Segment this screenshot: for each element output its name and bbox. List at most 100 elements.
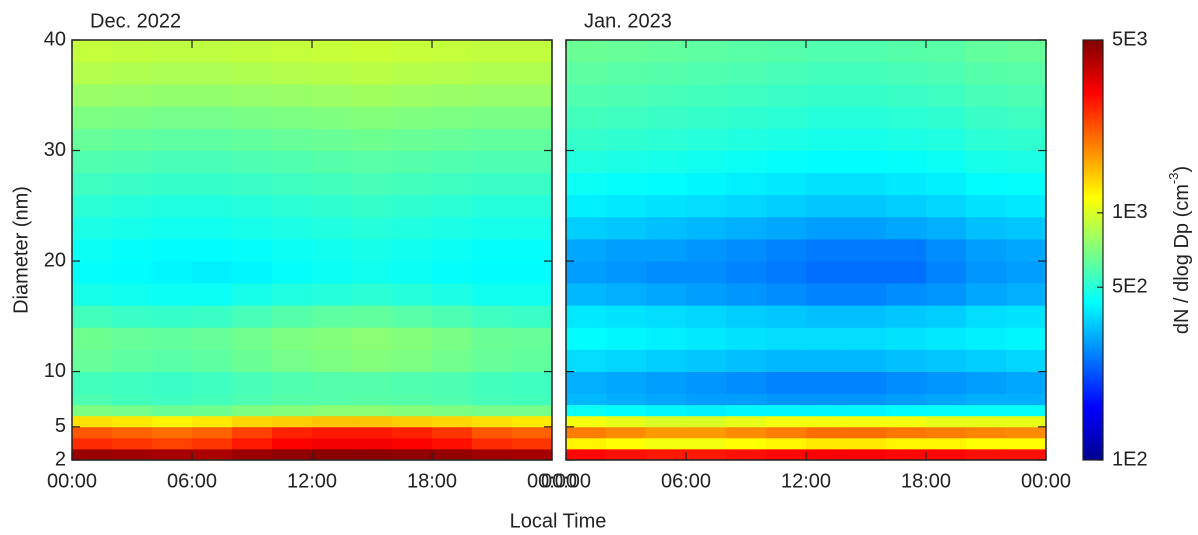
- heatmap-cell: [512, 40, 553, 63]
- heatmap-cell: [766, 216, 807, 240]
- heatmap-cell: [352, 172, 393, 196]
- heatmap-cell: [646, 305, 687, 328]
- heatmap-cell: [512, 194, 553, 218]
- heatmap-cell: [472, 283, 513, 306]
- heatmap-cell: [432, 106, 473, 129]
- heatmap-cell: [846, 393, 887, 406]
- heatmap-cell: [512, 128, 553, 151]
- heatmap-cell: [566, 327, 607, 350]
- heatmap-cell: [392, 194, 433, 218]
- heatmap-cell: [686, 172, 727, 196]
- colorbar-tick-label: 5E2: [1112, 275, 1148, 297]
- heatmap-cell: [192, 371, 233, 395]
- heatmap-cell: [766, 349, 807, 372]
- heatmap-cell: [926, 128, 967, 151]
- heatmap-cell: [646, 261, 687, 284]
- heatmap-cell: [846, 84, 887, 107]
- heatmap-cell: [152, 349, 193, 372]
- heatmap-cell: [232, 283, 273, 306]
- heatmap-cell: [232, 404, 273, 417]
- heatmap-cell: [806, 150, 847, 174]
- heatmap-cell: [686, 415, 727, 428]
- heatmap-cell: [152, 84, 193, 107]
- heatmap-cell: [152, 106, 193, 129]
- heatmap-cell: [112, 327, 153, 350]
- heatmap-cell: [112, 371, 153, 395]
- x-tick-label: 00:00: [541, 470, 591, 492]
- heatmap-cell: [766, 172, 807, 196]
- heatmap-cell: [806, 371, 847, 395]
- heatmap-cell: [886, 172, 927, 196]
- y-tick-label: 2: [55, 448, 66, 470]
- heatmap-cell: [966, 415, 1007, 428]
- heatmap-cell: [312, 404, 353, 417]
- heatmap-cell: [112, 150, 153, 174]
- heatmap-cell: [606, 393, 647, 406]
- heatmap-cell: [352, 128, 393, 151]
- heatmap-cell: [926, 393, 967, 406]
- heatmap-cell: [152, 415, 193, 428]
- y-tick-label: 10: [44, 360, 66, 382]
- heatmap-cell: [726, 305, 767, 328]
- heatmap-cell: [352, 84, 393, 107]
- heatmap-cell: [432, 448, 473, 461]
- heatmap-cell: [806, 283, 847, 306]
- heatmap-cell: [312, 84, 353, 107]
- x-tick-label: 00:00: [47, 470, 97, 492]
- heatmap-cell: [232, 150, 273, 174]
- heatmap-cell: [806, 216, 847, 240]
- heatmap-cell: [606, 448, 647, 461]
- heatmap-cell: [886, 62, 927, 85]
- heatmap-cell: [352, 404, 393, 417]
- heatmap-cell: [806, 437, 847, 450]
- heatmap-cell: [846, 371, 887, 395]
- heatmap-cell: [152, 426, 193, 439]
- heatmap-cell: [392, 393, 433, 406]
- heatmap-cell: [352, 150, 393, 174]
- heatmap-cell: [392, 437, 433, 450]
- heatmap-cell: [392, 327, 433, 350]
- heatmap-cell: [192, 305, 233, 328]
- heatmap-cell: [192, 448, 233, 461]
- heatmap-cell: [966, 327, 1007, 350]
- heatmap-cell: [766, 106, 807, 129]
- heatmap-cell: [432, 305, 473, 328]
- heatmap-cell: [432, 437, 473, 450]
- heatmap-cell: [1006, 172, 1047, 196]
- heatmap-cell: [1006, 327, 1047, 350]
- heatmap-cell: [232, 371, 273, 395]
- heatmap-cell: [72, 371, 113, 395]
- heatmap-cell: [886, 261, 927, 284]
- heatmap-cell: [152, 128, 193, 151]
- heatmap-cell: [392, 40, 433, 63]
- heatmap-cell: [646, 172, 687, 196]
- heatmap-cell: [686, 84, 727, 107]
- heatmap-cell: [766, 448, 807, 461]
- heatmap-cell: [512, 283, 553, 306]
- heatmap-cell: [232, 448, 273, 461]
- heatmap-cell: [726, 371, 767, 395]
- heatmap-cell: [1006, 194, 1047, 218]
- heatmap-cell: [726, 393, 767, 406]
- heatmap-cell: [152, 216, 193, 240]
- heatmap-cell: [646, 404, 687, 417]
- heatmap-cell: [272, 194, 313, 218]
- heatmap-cell: [886, 216, 927, 240]
- heatmap-cell: [512, 393, 553, 406]
- heatmap-cell: [392, 172, 433, 196]
- heatmap-cell: [766, 62, 807, 85]
- heatmap-cell: [272, 62, 313, 85]
- heatmap-cell: [1006, 404, 1047, 417]
- heatmap-cell: [192, 216, 233, 240]
- heatmap-cell: [472, 40, 513, 63]
- heatmap-cell: [272, 305, 313, 328]
- x-axis-label: Local Time: [510, 510, 607, 532]
- heatmap-cell: [966, 194, 1007, 218]
- heatmap-cell: [392, 404, 433, 417]
- heatmap-cell: [432, 415, 473, 428]
- heatmap-cell: [606, 194, 647, 218]
- heatmap-cell: [1006, 393, 1047, 406]
- heatmap-cell: [966, 426, 1007, 439]
- heatmap-cell: [686, 194, 727, 218]
- heatmap-cell: [112, 415, 153, 428]
